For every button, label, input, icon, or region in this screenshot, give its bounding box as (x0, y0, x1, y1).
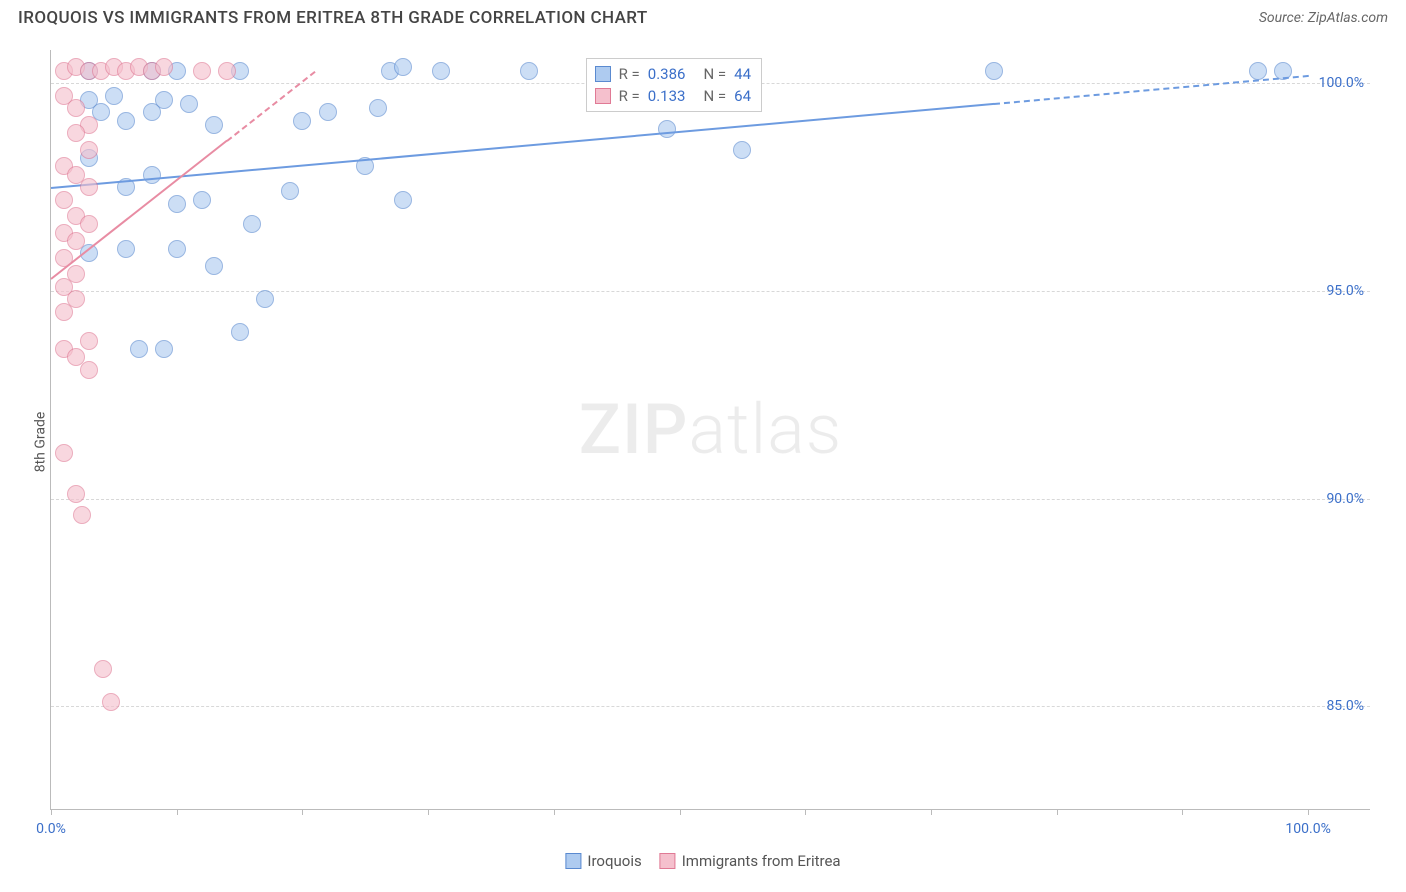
x-tick (680, 809, 681, 815)
legend-item: Immigrants from Eritrea (660, 852, 841, 870)
x-tick-label: 0.0% (36, 821, 66, 837)
x-tick (931, 809, 932, 815)
data-point (193, 62, 211, 80)
data-point (67, 124, 85, 142)
gridline (51, 706, 1370, 707)
legend-label: Iroquois (587, 852, 641, 870)
x-tick (1182, 809, 1183, 815)
data-point (80, 215, 98, 233)
data-point (256, 290, 274, 308)
data-point (193, 191, 211, 209)
page-title: IROQUOIS VS IMMIGRANTS FROM ERITREA 8TH … (18, 8, 648, 28)
data-point (293, 112, 311, 130)
trendline (51, 103, 994, 189)
stats-row: R = 0.133N = 64 (595, 85, 751, 107)
data-point (73, 506, 91, 524)
data-point (733, 141, 751, 159)
data-point (117, 112, 135, 130)
data-point (67, 99, 85, 117)
trendline-extrapolated (994, 75, 1308, 105)
series-swatch (595, 66, 611, 82)
data-point (180, 95, 198, 113)
data-point (243, 215, 261, 233)
data-point (205, 116, 223, 134)
data-point (80, 332, 98, 350)
data-point (205, 257, 223, 275)
y-tick-label: 85.0% (1326, 698, 1364, 714)
bottom-legend: Iroquois Immigrants from Eritrea (565, 852, 840, 870)
data-point (80, 141, 98, 159)
y-tick-label: 100.0% (1319, 75, 1364, 91)
x-tick (51, 809, 52, 815)
data-point (432, 62, 450, 80)
data-point (55, 303, 73, 321)
legend-item: Iroquois (565, 852, 641, 870)
series-swatch (660, 853, 676, 869)
data-point (117, 240, 135, 258)
data-point (985, 62, 1003, 80)
series-swatch (565, 853, 581, 869)
x-tick (177, 809, 178, 815)
data-point (394, 191, 412, 209)
data-point (155, 91, 173, 109)
y-tick-label: 90.0% (1326, 491, 1364, 507)
data-point (105, 87, 123, 105)
data-point (155, 58, 173, 76)
data-point (281, 182, 299, 200)
stats-row: R = 0.386N = 44 (595, 63, 751, 85)
x-tick (554, 809, 555, 815)
x-tick (428, 809, 429, 815)
data-point (658, 120, 676, 138)
data-point (168, 195, 186, 213)
data-point (67, 485, 85, 503)
data-point (55, 444, 73, 462)
data-point (218, 62, 236, 80)
legend-label: Immigrants from Eritrea (682, 852, 841, 870)
data-point (80, 361, 98, 379)
data-point (394, 58, 412, 76)
data-point (80, 178, 98, 196)
data-point (155, 340, 173, 358)
series-swatch (595, 88, 611, 104)
x-tick-label: 100.0% (1285, 821, 1330, 837)
data-point (319, 103, 337, 121)
data-point (55, 191, 73, 209)
stats-legend: R = 0.386N = 44R = 0.133N = 64 (586, 58, 762, 112)
scatter-plot: ZIPatlas 85.0%90.0%95.0%100.0%0.0%100.0%… (50, 50, 1370, 810)
data-point (520, 62, 538, 80)
data-point (130, 340, 148, 358)
x-tick (1057, 809, 1058, 815)
data-point (168, 240, 186, 258)
data-point (94, 660, 112, 678)
x-tick (302, 809, 303, 815)
y-axis-label: 8th Grade (32, 412, 48, 473)
gridline (51, 499, 1370, 500)
data-point (231, 323, 249, 341)
x-tick (1308, 809, 1309, 815)
data-point (102, 693, 120, 711)
trendline-extrapolated (226, 71, 315, 142)
y-tick-label: 95.0% (1326, 283, 1364, 299)
data-point (67, 232, 85, 250)
gridline (51, 291, 1370, 292)
watermark: ZIPatlas (579, 389, 843, 471)
x-tick (805, 809, 806, 815)
chart-area: 8th Grade ZIPatlas 85.0% 90.0% 95.0% 100.0%… (18, 42, 1388, 842)
source-attribution: Source: ZipAtlas.com (1259, 10, 1388, 26)
data-point (369, 99, 387, 117)
data-point (1249, 62, 1267, 80)
data-point (143, 166, 161, 184)
